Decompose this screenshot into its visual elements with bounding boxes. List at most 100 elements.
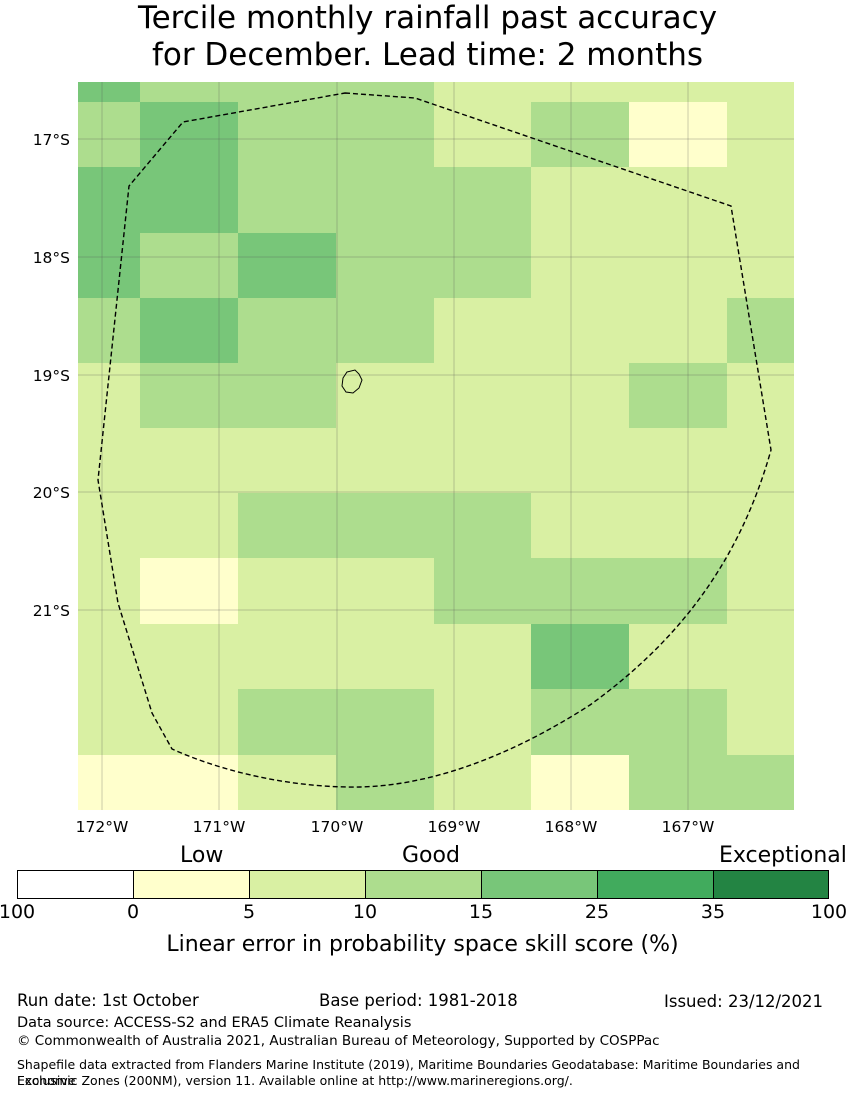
grid-cell [238, 298, 336, 363]
grid-cell [434, 298, 531, 363]
grid-cell [140, 363, 238, 428]
grid-cell [434, 493, 531, 558]
grid-cell [629, 689, 727, 755]
grid-cell [629, 558, 727, 624]
grid-cell [727, 363, 794, 428]
colorbar-segment [365, 870, 481, 899]
grid-cell [531, 233, 629, 298]
grid-cell [140, 298, 238, 363]
grid-cell [727, 493, 794, 558]
grid-cell [238, 363, 336, 428]
grid-cell [78, 298, 140, 363]
chart-title: Tercile monthly rainfall past accuracy f… [0, 0, 855, 74]
grid-cell [531, 102, 629, 167]
grid-cell [629, 755, 727, 810]
grid-cell [78, 493, 140, 558]
grid-cell [78, 428, 140, 493]
grid-cell [629, 233, 727, 298]
grid-cell [531, 428, 629, 493]
grid-cell [140, 624, 238, 689]
grid-cell [336, 558, 434, 624]
grid-cell [78, 624, 140, 689]
latitude-labels: 17°S 18°S 19°S 20°S 21°S [33, 131, 70, 620]
colorbar-segment [17, 870, 133, 899]
grid-cell [629, 82, 727, 102]
grid-cell [140, 428, 238, 493]
grid-cell [629, 624, 727, 689]
grid-cell [238, 689, 336, 755]
data-source: Data source: ACCESS-S2 and ERA5 Climate … [17, 1015, 412, 1031]
grid-cell [434, 102, 531, 167]
colorbar-segment [597, 870, 713, 899]
grid-cell [78, 167, 140, 233]
colorbar-tick-label: 35 [700, 901, 726, 923]
grid-cell [434, 755, 531, 810]
grid-cell [727, 689, 794, 755]
longitude-label: 171°W [193, 818, 246, 836]
longitude-labels: 172°W 171°W 170°W 169°W 168°W 167°W [76, 818, 715, 836]
latitude-label: 18°S [33, 249, 70, 267]
longitude-label: 172°W [76, 818, 129, 836]
grid-cell [727, 102, 794, 167]
latitude-label: 17°S [33, 131, 70, 149]
grid-cell [78, 102, 140, 167]
colorbar-segment [713, 870, 829, 899]
grid-cell [727, 428, 794, 493]
grid-cell [434, 558, 531, 624]
grid-cell [336, 233, 434, 298]
longitude-label: 167°W [662, 818, 715, 836]
colorbar-tick-label: 100 [810, 901, 848, 923]
grid-cell [238, 493, 336, 558]
colorbar-category-low: Low [180, 843, 224, 868]
grid-cell [629, 298, 727, 363]
grid-cell [727, 558, 794, 624]
colorbar-category-good: Good [402, 843, 460, 868]
colorbar-segment [133, 870, 249, 899]
longitude-label: 168°W [545, 818, 598, 836]
grid-cell [531, 82, 629, 102]
grid-cell [140, 493, 238, 558]
island-outline [341, 369, 363, 394]
grid-cell [531, 167, 629, 233]
grid-cell [629, 167, 727, 233]
grid-cell [140, 558, 238, 624]
grid-cell [434, 167, 531, 233]
colorbar-tick-label: 5 [242, 901, 256, 923]
grid-cell [629, 363, 727, 428]
colorbar-segment [481, 870, 597, 899]
longitude-label: 170°W [311, 818, 364, 836]
run-date: Run date: 1st October [17, 991, 199, 1010]
grid-cell [140, 689, 238, 755]
grid-cell [336, 167, 434, 233]
grid-cell [531, 493, 629, 558]
title-line-2: for December. Lead time: 2 months [151, 37, 704, 73]
grid-cell [531, 558, 629, 624]
grid-cell [629, 428, 727, 493]
grid-cell [727, 167, 794, 233]
issued-date: Issued: 23/12/2021 [664, 992, 824, 1011]
shapefile-credit-line-2: Economic Zones (200NM), version 11. Avai… [17, 1073, 573, 1088]
grid-cell [336, 363, 434, 428]
grid-cell [336, 298, 434, 363]
colorbar-tick-label: 100 [0, 901, 36, 923]
longitude-label: 169°W [428, 818, 481, 836]
grid-cell [434, 428, 531, 493]
eez-boundary [97, 92, 772, 788]
grid-cell [727, 233, 794, 298]
grid-cell [727, 82, 794, 102]
grid-cell [727, 755, 794, 810]
grid-cell [336, 102, 434, 167]
grid-cell [531, 298, 629, 363]
colorbar-tick-label: 15 [468, 901, 494, 923]
graticule [78, 82, 794, 810]
grid-cell [434, 82, 531, 102]
grid-cell [531, 624, 629, 689]
copyright: © Commonwealth of Australia 2021, Austra… [17, 1033, 660, 1049]
grid-cell [238, 624, 336, 689]
grid-cell [727, 624, 794, 689]
grid-cell [140, 82, 238, 102]
grid-cell [140, 102, 238, 167]
colorbar-tick-label: 0 [126, 901, 140, 923]
grid-cell [629, 493, 727, 558]
grid-cell [336, 689, 434, 755]
